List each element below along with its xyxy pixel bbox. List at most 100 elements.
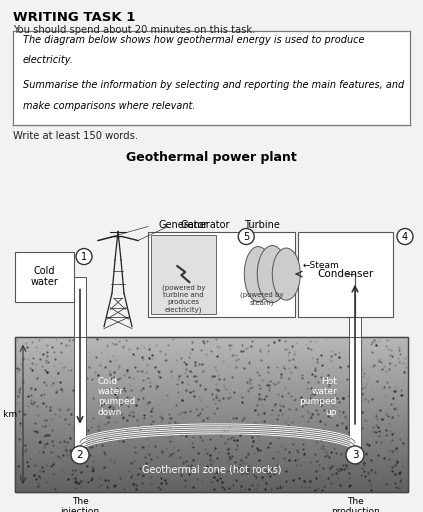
Text: Turbine: Turbine xyxy=(244,220,280,229)
Ellipse shape xyxy=(272,248,300,300)
Bar xyxy=(15,460,408,461)
Bar xyxy=(15,347,408,348)
Text: 2: 2 xyxy=(77,450,83,460)
Bar xyxy=(15,386,408,387)
Bar xyxy=(15,379,408,380)
Bar xyxy=(15,392,408,393)
Bar xyxy=(15,409,408,410)
Bar xyxy=(15,365,408,366)
Ellipse shape xyxy=(257,246,287,303)
Bar xyxy=(15,453,408,454)
Bar xyxy=(15,463,408,464)
Bar xyxy=(15,368,408,369)
Bar xyxy=(15,474,408,475)
Bar xyxy=(15,387,408,388)
Circle shape xyxy=(397,228,413,245)
Bar xyxy=(15,435,408,436)
Text: Write at least 150 words.: Write at least 150 words. xyxy=(13,131,138,141)
Bar xyxy=(15,344,408,345)
Bar xyxy=(15,443,408,444)
Bar xyxy=(15,457,408,458)
Bar xyxy=(15,414,408,415)
Bar xyxy=(15,402,408,403)
Text: You should spend about 20 minutes on this task.: You should spend about 20 minutes on thi… xyxy=(13,25,255,35)
Text: Geothermal zone (hot rocks): Geothermal zone (hot rocks) xyxy=(142,465,281,475)
Bar xyxy=(15,450,408,451)
Bar xyxy=(15,395,408,396)
Bar xyxy=(15,410,408,411)
Bar xyxy=(15,359,408,360)
Bar xyxy=(15,482,408,483)
Bar xyxy=(148,231,295,316)
Bar xyxy=(15,446,408,447)
Bar xyxy=(15,354,408,355)
Bar xyxy=(15,432,408,433)
Bar xyxy=(15,370,408,371)
Bar xyxy=(15,417,408,418)
Bar xyxy=(15,487,408,488)
Text: (powered by
steam): (powered by steam) xyxy=(240,292,283,306)
Bar xyxy=(15,405,408,406)
Text: WRITING TASK 1: WRITING TASK 1 xyxy=(13,11,135,24)
Text: The
production
well: The production well xyxy=(331,497,379,512)
Bar xyxy=(15,337,408,492)
Bar xyxy=(15,420,408,421)
Bar xyxy=(15,467,408,468)
Bar xyxy=(15,476,408,477)
Bar xyxy=(15,481,408,482)
Bar xyxy=(15,342,408,343)
Bar xyxy=(15,380,408,381)
Text: Cold
water: Cold water xyxy=(30,266,58,287)
Bar xyxy=(15,427,408,428)
Bar xyxy=(15,472,408,473)
Bar xyxy=(15,340,408,342)
Bar xyxy=(15,403,408,404)
Bar xyxy=(15,350,408,351)
Bar xyxy=(15,480,408,481)
Bar xyxy=(15,428,408,429)
Text: Condenser: Condenser xyxy=(317,269,374,279)
Bar xyxy=(15,389,408,390)
Bar xyxy=(15,454,408,455)
Bar xyxy=(15,422,408,423)
Bar xyxy=(298,231,393,316)
Bar xyxy=(15,478,408,479)
Circle shape xyxy=(76,248,92,265)
Text: (powered by
turbine and
produces
electricity): (powered by turbine and produces electri… xyxy=(162,285,205,313)
Bar xyxy=(15,488,408,489)
Bar xyxy=(15,399,408,400)
Text: Generator: Generator xyxy=(181,220,230,229)
Bar xyxy=(15,397,408,398)
Bar xyxy=(15,483,408,484)
Bar xyxy=(15,441,408,442)
Bar xyxy=(15,473,408,474)
Bar xyxy=(15,361,408,362)
Bar xyxy=(15,339,408,340)
Bar xyxy=(15,448,408,449)
Bar xyxy=(15,352,408,353)
Bar xyxy=(15,360,408,361)
Bar xyxy=(15,465,408,466)
Bar xyxy=(15,437,408,438)
Bar xyxy=(15,447,408,448)
Bar xyxy=(15,372,408,373)
Bar xyxy=(15,396,408,397)
Bar xyxy=(15,357,408,358)
Bar xyxy=(15,366,408,367)
Bar xyxy=(15,470,408,471)
Text: Generator: Generator xyxy=(159,220,208,229)
Bar xyxy=(15,373,408,374)
Circle shape xyxy=(71,446,89,464)
Text: 4.5 km: 4.5 km xyxy=(0,410,17,419)
Bar xyxy=(15,440,408,441)
Bar xyxy=(15,462,408,463)
Text: 3: 3 xyxy=(352,450,358,460)
Bar xyxy=(15,394,408,395)
Bar xyxy=(15,362,408,364)
Bar xyxy=(15,426,408,427)
Bar xyxy=(15,458,408,459)
Bar xyxy=(15,338,408,339)
Bar xyxy=(15,349,408,350)
Bar xyxy=(15,461,408,462)
Text: ←Steam: ←Steam xyxy=(303,261,340,270)
